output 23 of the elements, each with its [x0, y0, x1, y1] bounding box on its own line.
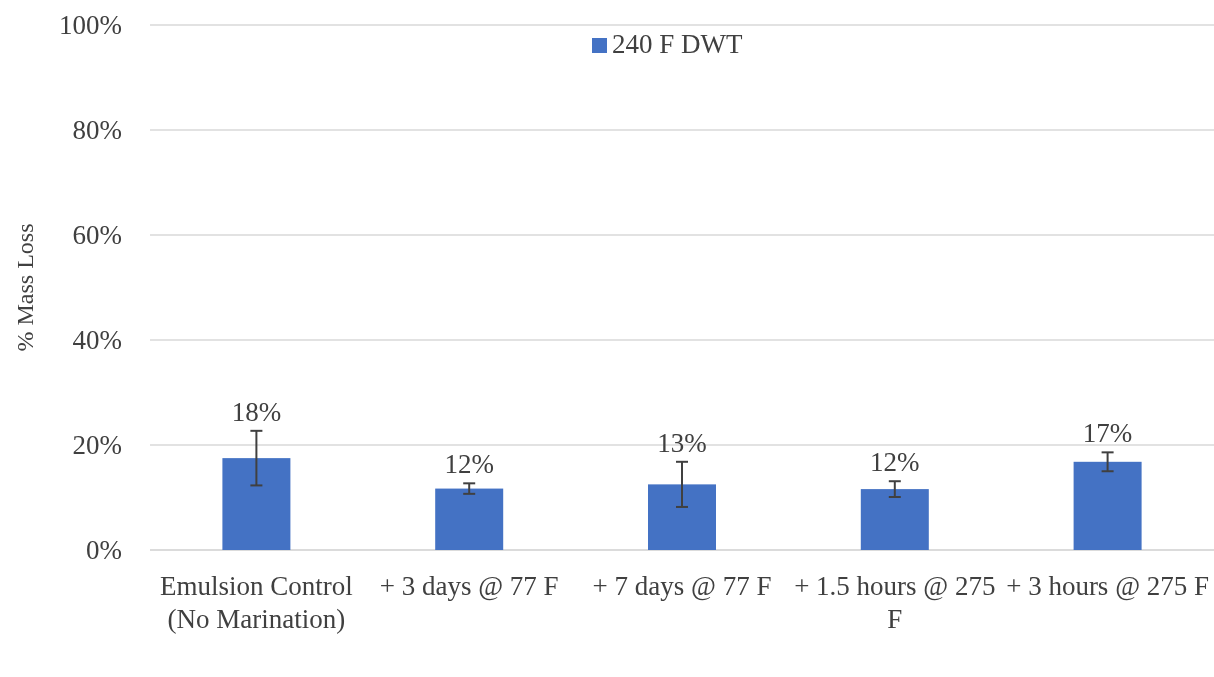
x-tick-label: + 3 days @ 77 F	[379, 571, 559, 601]
x-tick-label: Emulsion Control (No Marination)	[160, 571, 353, 634]
bar	[1073, 461, 1142, 550]
bar	[860, 489, 929, 550]
data-label: 18%	[231, 396, 282, 427]
data-label: 12%	[444, 449, 494, 480]
y-tick-label: 100%	[59, 10, 122, 41]
bar	[222, 458, 291, 550]
y-tick-label: 0%	[86, 535, 122, 566]
x-tick-label: + 7 days @ 77 F	[592, 571, 772, 601]
data-label: 12%	[870, 447, 920, 478]
y-tick-label: 40%	[72, 325, 122, 356]
x-tick-label: + 3 hours @ 275 F	[1006, 571, 1210, 601]
y-tick-label: 60%	[72, 220, 122, 251]
bar	[435, 488, 504, 550]
y-tick-label: 80%	[72, 115, 122, 146]
y-axis-title: % Mass Loss	[12, 223, 38, 352]
y-tick-label: 20%	[72, 430, 122, 461]
data-label: 13%	[657, 427, 707, 458]
legend-label: 240 F DWT	[612, 29, 743, 59]
x-tick-label: + 1.5 hours @ 275 F	[794, 571, 996, 634]
bar	[648, 484, 716, 550]
data-label: 17%	[1082, 418, 1133, 449]
